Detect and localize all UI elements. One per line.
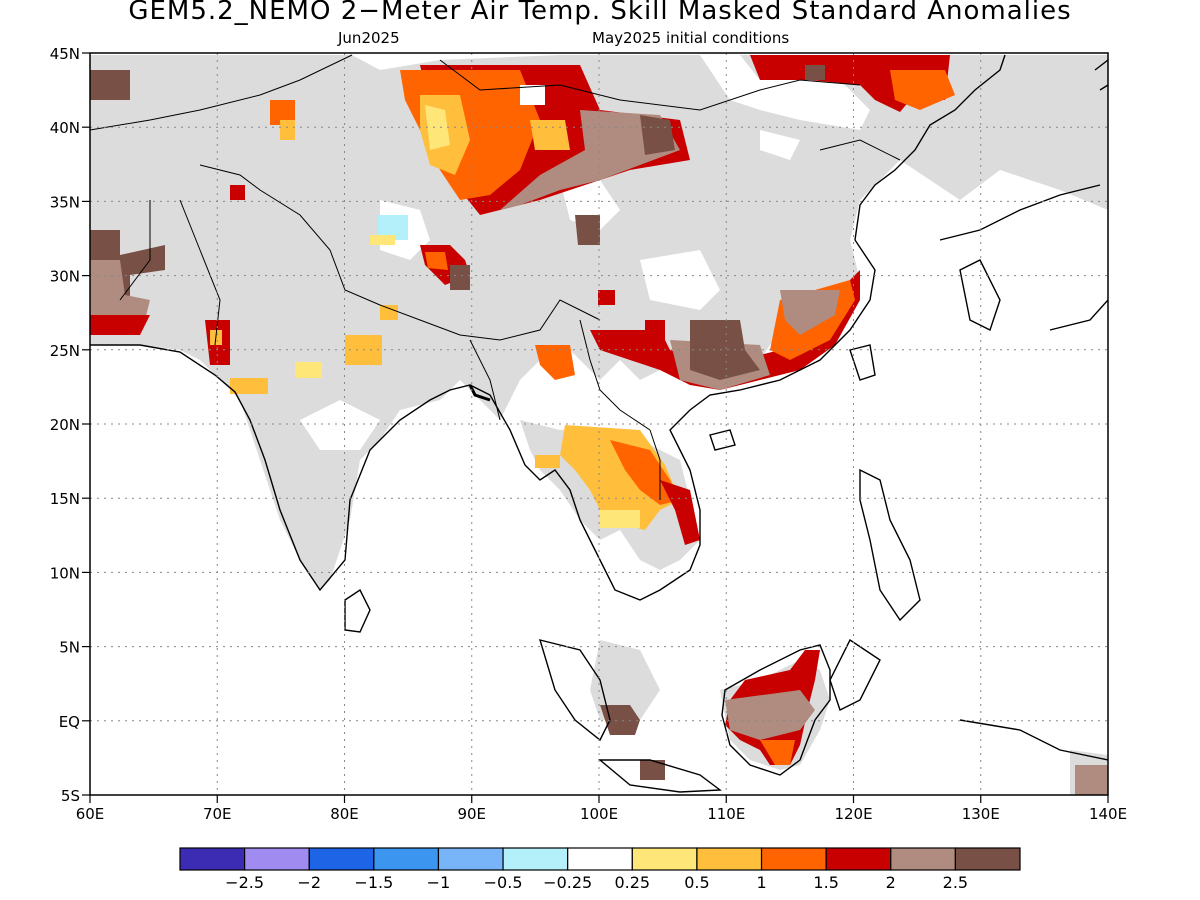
- lat-label: 35N: [50, 193, 80, 211]
- axis-ticks: 60E 70E 80E 90E 100E 110E 120E 130E 140E 45N 40N 35…: [50, 45, 1127, 823]
- initial-conditions: May2025 initial conditions: [592, 29, 790, 47]
- colorbar-swatch: [373, 847, 440, 871]
- lon-label: 60E: [76, 805, 105, 823]
- colorbar-label: 0.25: [614, 873, 650, 892]
- lat-label: 10N: [50, 564, 80, 582]
- coastlines: [90, 54, 1108, 793]
- lat-label: 15N: [50, 490, 80, 508]
- colorbar-swatch: [696, 847, 763, 871]
- lat-label: 40N: [50, 119, 80, 137]
- colorbar-label: −2.5: [225, 873, 264, 892]
- colorbar-label: −2: [297, 873, 321, 892]
- lat-label: 5N: [59, 639, 80, 657]
- colorbar-label: 1: [756, 873, 766, 892]
- lon-label: 70E: [203, 805, 232, 823]
- colorbar-label: −0.25: [543, 873, 592, 892]
- colorbar-label: 2: [886, 873, 896, 892]
- colorbar-swatch: [437, 847, 504, 871]
- lon-label: 90E: [457, 805, 486, 823]
- colorbar-swatch: [244, 847, 310, 871]
- country-borders: [90, 54, 901, 500]
- colorbar-swatch: [179, 847, 246, 871]
- forecast-month: Jun2025: [338, 29, 400, 47]
- colorbar-swatch: [308, 847, 375, 871]
- lat-label: 45N: [50, 45, 80, 63]
- colorbar-label: 1.5: [813, 873, 838, 892]
- colorbar-label: −0.5: [484, 873, 523, 892]
- lat-label: 25N: [50, 342, 80, 360]
- lat-label: EQ: [59, 713, 80, 731]
- anomaly-map: 60E 70E 80E 90E 100E 110E 120E 130E 140E 45N 40N 35…: [50, 45, 1127, 823]
- chart-title: GEM5.2_NEMO 2−Meter Air Temp. Skill Mask…: [128, 0, 1072, 26]
- colorbar-swatch: [954, 847, 1021, 871]
- colorbar-swatch: [825, 847, 892, 871]
- lon-label: 80E: [330, 805, 359, 823]
- lon-label: 120E: [834, 805, 872, 823]
- colorbar-label: −1: [427, 873, 451, 892]
- colorbar-swatch: [890, 847, 956, 871]
- lat-label: 5S: [61, 787, 80, 805]
- lat-label: 30N: [50, 268, 80, 286]
- colorbar-swatch: [502, 847, 569, 871]
- lon-label: 140E: [1089, 805, 1127, 823]
- lat-label: 20N: [50, 416, 80, 434]
- colorbar-swatch: [760, 847, 827, 871]
- lon-label: 110E: [707, 805, 745, 823]
- colorbar-label: 0.5: [684, 873, 709, 892]
- lon-label: 100E: [580, 805, 618, 823]
- gridlines: [90, 53, 1108, 795]
- colorbar-swatch: [631, 847, 698, 871]
- colorbar-swatch: [567, 847, 633, 871]
- colorbar-label: 2.5: [943, 873, 968, 892]
- anomaly-cells: [90, 55, 1108, 795]
- lon-label: 130E: [962, 805, 1000, 823]
- colorbar-label: −1.5: [354, 873, 393, 892]
